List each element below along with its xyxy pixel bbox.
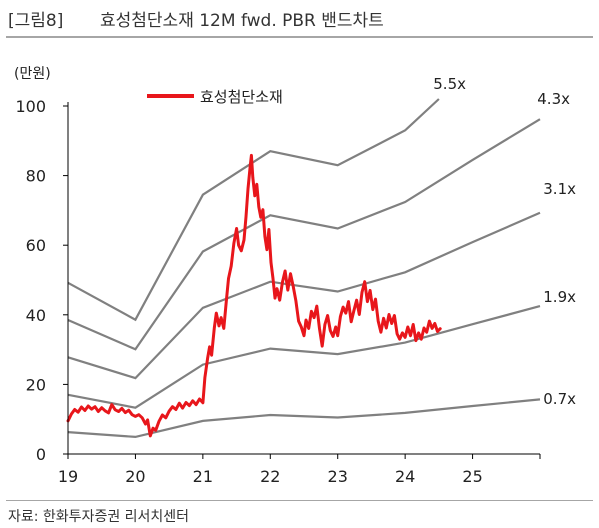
price-line xyxy=(66,153,442,438)
band-lines xyxy=(67,98,541,439)
source-divider xyxy=(6,500,593,501)
chart-labels: (만원) 효성첨단소재 0.7x 1.9x 3.1x 4.3x 5.5x xyxy=(14,66,576,408)
figure-title: 효성첨단소재 12M fwd. PBR 밴드차트 xyxy=(100,11,384,31)
band-label-0_7x: 0.7x xyxy=(543,390,576,408)
y-tick-label: 60 xyxy=(26,236,46,255)
figure-title-row: [그림8] 효성첨단소재 12M fwd. PBR 밴드차트 xyxy=(8,4,591,34)
band-line-5_5x xyxy=(67,98,440,322)
source-note: 자료: 한화투자증권 리서치센터 xyxy=(8,509,190,525)
x-tick-label: 20 xyxy=(125,467,145,486)
band-label-3_1x: 3.1x xyxy=(543,180,576,198)
band-label-1_9x: 1.9x xyxy=(543,288,576,306)
band-label-4_3x: 4.3x xyxy=(537,90,570,108)
band-line-0_7x xyxy=(67,398,541,439)
y-tick-label: 40 xyxy=(26,306,46,325)
x-tick-label: 21 xyxy=(193,467,213,486)
legend-label: 효성첨단소재 xyxy=(200,88,283,106)
band-line-4_3x xyxy=(67,118,541,351)
y-tick-label: 0 xyxy=(36,445,46,464)
x-tick-label: 25 xyxy=(462,467,482,486)
band-line-1_9x xyxy=(67,305,541,409)
x-tick-label: 24 xyxy=(395,467,415,486)
x-tick-label: 23 xyxy=(328,467,348,486)
y-tick-label: 20 xyxy=(26,375,46,394)
x-tick-label: 22 xyxy=(260,467,280,486)
figure-label: [그림8] xyxy=(8,11,64,31)
title-divider xyxy=(6,36,593,38)
y-tick-label: 80 xyxy=(26,167,46,186)
price-line-group xyxy=(66,153,442,438)
band-line-3_1x xyxy=(67,211,541,380)
axes: 0 20 40 60 80 100 19 20 21 22 23 24 25 xyxy=(15,97,541,486)
band-label-5_5x: 5.5x xyxy=(433,75,466,93)
y-unit-label: (만원) xyxy=(14,66,51,82)
x-tick-label: 19 xyxy=(58,467,78,486)
y-tick-label: 100 xyxy=(15,97,46,116)
